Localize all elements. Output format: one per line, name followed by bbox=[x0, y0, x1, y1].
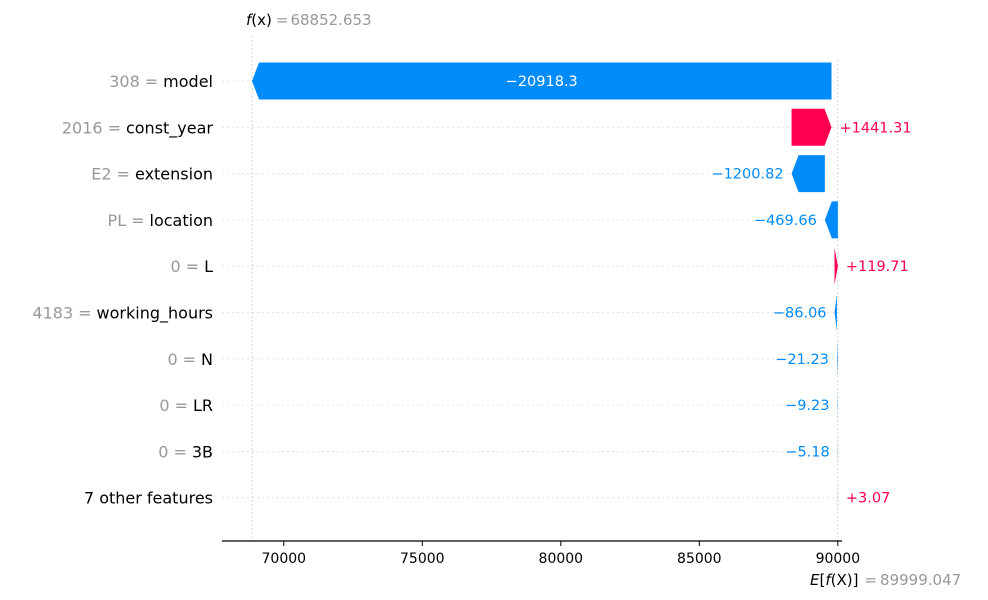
feature-eq: = bbox=[175, 396, 188, 415]
feature-value: 0 bbox=[170, 257, 180, 276]
efx-footer: E[f(X)] = 89999.047 bbox=[810, 571, 961, 589]
x-tick-label: 70000 bbox=[262, 551, 307, 567]
feature-name: L bbox=[204, 257, 213, 276]
feature-name: LR bbox=[193, 396, 213, 415]
feature-value: E2 bbox=[91, 165, 111, 184]
bar-const_year bbox=[791, 108, 832, 146]
bar-value-label: +119.71 bbox=[846, 259, 909, 275]
feature-value: 308 bbox=[109, 72, 140, 91]
feature-label: 2016 = const_year bbox=[62, 118, 214, 138]
feature-eq: = bbox=[145, 72, 158, 91]
feature-label: E2 = extension bbox=[91, 165, 213, 184]
feature-name: working_hours bbox=[97, 304, 213, 324]
bar-working_hours bbox=[834, 294, 837, 331]
x-tick-label: 80000 bbox=[539, 551, 584, 567]
feature-label: 7 other features bbox=[84, 489, 213, 508]
feature-value: 0 bbox=[159, 396, 169, 415]
feature-value: 0 bbox=[158, 442, 168, 461]
grid-lines bbox=[222, 80, 842, 499]
feature-name: 7 other features bbox=[84, 489, 213, 508]
feature-name: extension bbox=[135, 165, 213, 184]
feature-value: 4183 bbox=[32, 304, 73, 323]
x-axis-ticks: 70000 75000 80000 85000 90000 bbox=[262, 541, 861, 567]
efx-bracket-open: [ bbox=[819, 571, 825, 589]
bar-value-label: −9.23 bbox=[785, 398, 829, 414]
efx-label-x: (X) bbox=[831, 571, 853, 589]
bar-value-labels: −20918.3 +1441.31 −1200.82 −469.66 +119.71 −8… bbox=[506, 74, 912, 507]
feature-value: 0 bbox=[167, 350, 177, 369]
feature-eq: = bbox=[78, 304, 91, 323]
efx-value: 89999.047 bbox=[880, 571, 961, 589]
x-tick-label: 85000 bbox=[677, 551, 722, 567]
feature-label: 0 = L bbox=[170, 257, 213, 276]
feature-name: location bbox=[150, 211, 213, 230]
x-tick-label: 75000 bbox=[400, 551, 445, 567]
feature-eq: = bbox=[173, 442, 186, 461]
bar-extension bbox=[791, 155, 825, 193]
fx-eq: = bbox=[276, 11, 289, 29]
efx-bracket-close: ] bbox=[853, 571, 859, 589]
efx-label-f: f bbox=[825, 571, 833, 589]
feature-name: 3B bbox=[192, 442, 213, 461]
efx-eq: = bbox=[864, 571, 877, 589]
bar-value-label: −86.06 bbox=[773, 306, 827, 322]
bar-location bbox=[824, 201, 838, 239]
bar-model bbox=[251, 62, 832, 100]
bar-value-label: −469.66 bbox=[754, 213, 817, 229]
feature-name: model bbox=[163, 72, 213, 91]
feature-label: PL = location bbox=[108, 211, 213, 230]
bar-value-label: +3.07 bbox=[846, 491, 890, 507]
efx-label-e: E bbox=[810, 571, 820, 589]
fx-header: f(x) = 68852.653 bbox=[246, 11, 372, 29]
feature-eq: = bbox=[183, 350, 196, 369]
bars bbox=[251, 62, 838, 517]
bar-l bbox=[834, 247, 838, 285]
fx-value: 68852.653 bbox=[290, 11, 371, 29]
feature-label: 0 = 3B bbox=[158, 442, 213, 461]
feature-value: PL bbox=[108, 211, 127, 230]
reference-lines bbox=[251, 36, 839, 541]
bar-value-label: +1441.31 bbox=[839, 120, 911, 136]
feature-label: 4183 = working_hours bbox=[32, 304, 213, 324]
bar-value-label: −20918.3 bbox=[506, 74, 578, 90]
feature-eq: = bbox=[186, 257, 199, 276]
bar-n bbox=[836, 340, 838, 378]
fx-label-f: f bbox=[246, 11, 254, 29]
feature-name: const_year bbox=[126, 118, 213, 138]
fx-label-x: (x) bbox=[251, 11, 272, 29]
bar-value-label: −21.23 bbox=[775, 352, 829, 368]
feature-label: 0 = N bbox=[167, 350, 213, 369]
feature-value: 2016 bbox=[62, 118, 103, 137]
feature-eq: = bbox=[117, 165, 130, 184]
bar-value-label: −5.18 bbox=[785, 444, 829, 460]
x-tick-label: 90000 bbox=[816, 551, 861, 567]
feature-label: 308 = model bbox=[109, 72, 213, 91]
feature-eq: = bbox=[108, 118, 121, 137]
feature-eq: = bbox=[131, 211, 144, 230]
feature-label: 0 = LR bbox=[159, 396, 213, 415]
bar-value-label: −1200.82 bbox=[711, 167, 783, 183]
feature-name: N bbox=[201, 350, 213, 369]
